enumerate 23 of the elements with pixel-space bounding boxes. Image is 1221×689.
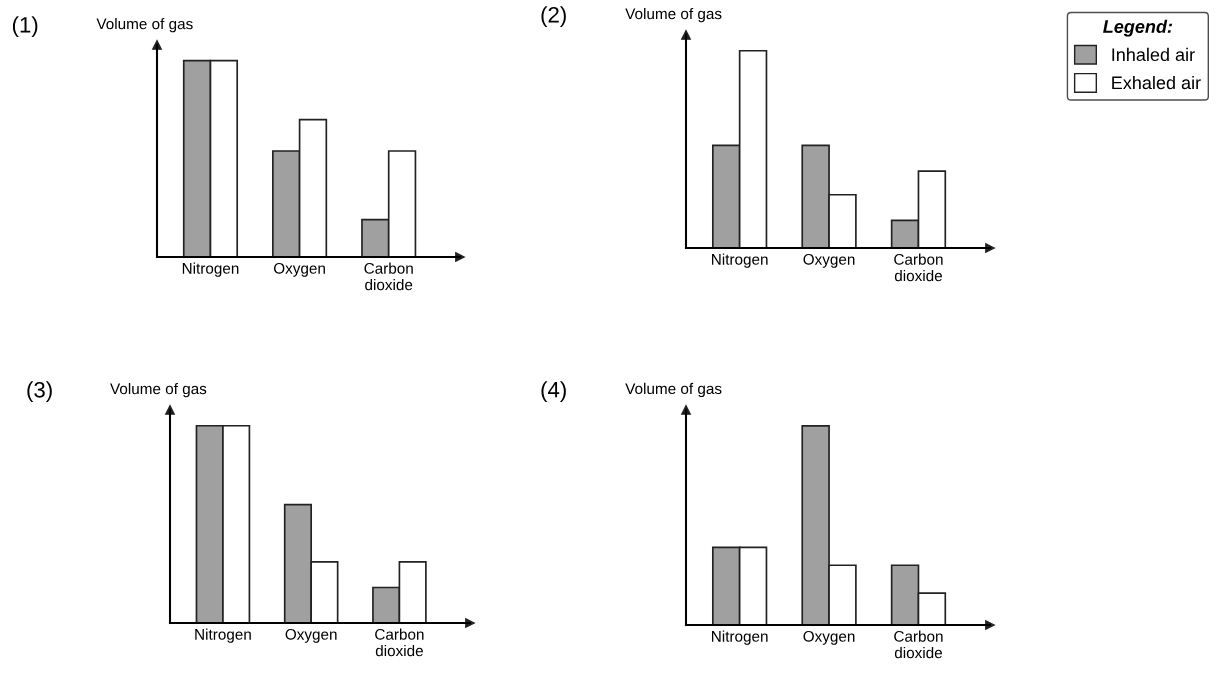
y-axis-title: Volume of gas (96, 18, 193, 33)
x-tick-label: Carbon dioxide (364, 262, 413, 291)
x-tick-label: Nitrogen (712, 630, 768, 645)
x-tick-label: Oxygen (803, 630, 855, 645)
legend-title: Legend: (1103, 19, 1173, 37)
x-tick-label: Oxygen (273, 262, 325, 277)
legend-label: Inhaled air (1112, 47, 1195, 62)
x-tick-label: Carbon dioxide (894, 630, 943, 659)
y-axis-title: Volume of gas (625, 7, 722, 23)
x-tick-label: Oxygen (803, 253, 855, 268)
chart-title: (3) (27, 381, 52, 403)
x-tick-label: Oxygen (285, 628, 337, 643)
legend-label: Exhaled air (1112, 75, 1201, 90)
x-tick-label: Nitrogen (182, 262, 239, 277)
x-tick-label: Carbon dioxide (894, 253, 943, 282)
y-axis-title: Volume of gas (625, 382, 722, 398)
chart-title: (4) (541, 381, 566, 402)
chart-title: (1) (12, 16, 38, 38)
x-tick-label: Nitrogen (195, 628, 251, 643)
y-axis-title: Volume of gas (110, 382, 207, 398)
chart-title: (2) (541, 6, 566, 28)
x-tick-label: Carbon dioxide (375, 628, 424, 657)
x-tick-label: Nitrogen (712, 253, 768, 268)
